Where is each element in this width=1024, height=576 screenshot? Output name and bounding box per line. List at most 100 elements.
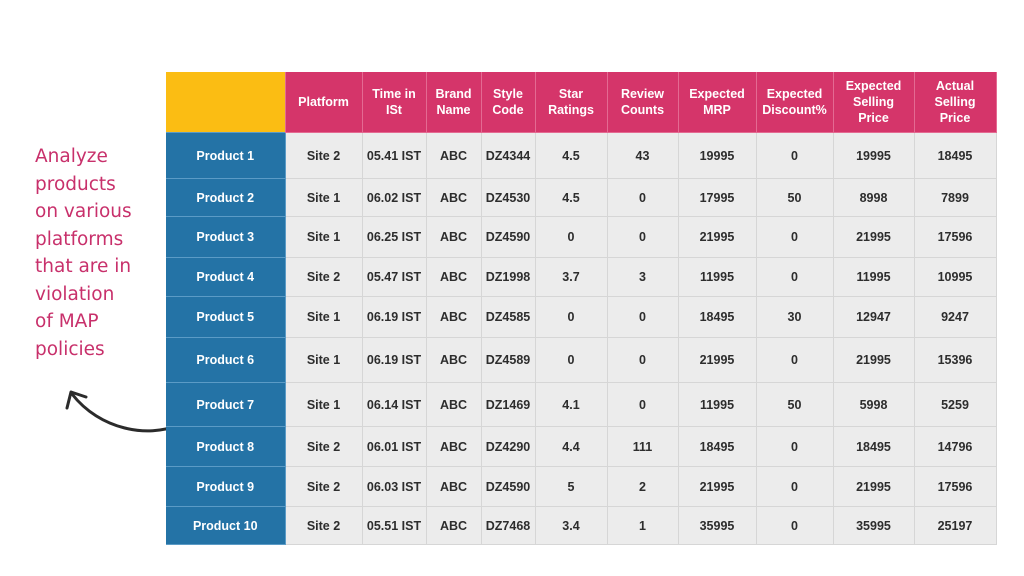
column-header-line: Expected <box>689 87 745 101</box>
table-cell: 0 <box>755 132 834 179</box>
table-cell: DZ1998 <box>480 257 536 297</box>
column-header: Expected Discount% <box>755 72 834 133</box>
column-header-line: Selling <box>934 95 976 109</box>
table-cell: ABC <box>425 426 482 467</box>
table-cell: 18495 <box>677 296 757 338</box>
table-cell: 14796 <box>913 426 997 467</box>
table-cell: Site 1 <box>284 216 363 258</box>
table-cell: 0 <box>755 426 834 467</box>
table-cell: Site 2 <box>284 466 363 507</box>
table-cell: 21995 <box>677 337 757 383</box>
table-cell: 4.1 <box>534 382 608 427</box>
table-cell: 4.4 <box>534 426 608 467</box>
table-cell: 11995 <box>832 257 915 297</box>
column-header-line: MRP <box>703 103 731 117</box>
table-header: Platform Time in ISt Brand Name Style Code Star… <box>166 72 997 133</box>
table-cell: 30 <box>755 296 834 338</box>
column-header-line: Price <box>858 111 889 125</box>
column-header: Expected MRP <box>677 72 757 133</box>
table-cell: Site 2 <box>284 257 363 297</box>
table-cell: 2 <box>606 466 679 507</box>
table-row: Product 6 Site 1 06.19 IST ABC DZ4589 0 0 21995… <box>166 337 997 383</box>
table-cell: 0 <box>755 506 834 545</box>
table-cell: ABC <box>425 466 482 507</box>
table-cell: 4.5 <box>534 132 608 179</box>
product-label: Product 8 <box>166 426 286 467</box>
table-cell: 50 <box>755 382 834 427</box>
column-header: Actual Selling Price <box>913 72 997 133</box>
table-cell: 9247 <box>913 296 997 338</box>
table-cell: 111 <box>606 426 679 467</box>
table-cell: 06.19 IST <box>361 337 427 383</box>
table-cell: ABC <box>425 337 482 383</box>
table-cell: Site 1 <box>284 337 363 383</box>
table-cell: 11995 <box>677 382 757 427</box>
table-cell: 0 <box>606 382 679 427</box>
table-row: Product 2 Site 1 06.02 IST ABC DZ4530 4.5 0 179… <box>166 178 997 217</box>
table-cell: 06.01 IST <box>361 426 427 467</box>
table-cell: Site 2 <box>284 426 363 467</box>
table-row: Product 9 Site 2 06.03 IST ABC DZ4590 5 2 21995… <box>166 466 997 507</box>
table-row: Product 10 Site 2 05.51 IST ABC DZ7468 3.4 1 35… <box>166 506 997 545</box>
annotation-text: Analyze products on various platforms th… <box>35 143 155 363</box>
annotation-line: on various <box>35 201 132 222</box>
column-header-line: Style <box>493 87 523 101</box>
table-cell: 17596 <box>913 466 997 507</box>
table-cell: 25197 <box>913 506 997 545</box>
table-cell: 43 <box>606 132 679 179</box>
table-cell: 10995 <box>913 257 997 297</box>
table-cell: 7899 <box>913 178 997 217</box>
table-row: Product 4 Site 2 05.47 IST ABC DZ1998 3.7 3 119… <box>166 257 997 297</box>
table-row: Product 8 Site 2 06.01 IST ABC DZ4290 4.4 111 1… <box>166 426 997 467</box>
table-cell: 05.51 IST <box>361 506 427 545</box>
map-violation-table: Platform Time in ISt Brand Name Style Code Star… <box>166 72 997 545</box>
column-header-line: Time in <box>372 87 416 101</box>
table-row: Product 5 Site 1 06.19 IST ABC DZ4585 0 0 18495… <box>166 296 997 338</box>
product-label: Product 5 <box>166 296 286 338</box>
table-cell: 0 <box>755 216 834 258</box>
table-cell: 06.19 IST <box>361 296 427 338</box>
annotation-line: of MAP <box>35 311 99 332</box>
table-cell: 19995 <box>677 132 757 179</box>
table-cell: 0 <box>755 257 834 297</box>
table-cell: DZ4344 <box>480 132 536 179</box>
table-cell: 18495 <box>913 132 997 179</box>
table-cell: 5259 <box>913 382 997 427</box>
product-label: Product 3 <box>166 216 286 258</box>
table-cell: 4.5 <box>534 178 608 217</box>
table-cell: 06.02 IST <box>361 178 427 217</box>
annotation-line: Analyze <box>35 146 108 167</box>
column-header: Expected Selling Price <box>832 72 915 133</box>
table-cell: 17596 <box>913 216 997 258</box>
table-row: Product 7 Site 1 06.14 IST ABC DZ1469 4.1 0 119… <box>166 382 997 427</box>
table-cell: 1 <box>606 506 679 545</box>
table-body: Product 1 Site 2 05.41 IST ABC DZ4344 4.5 43 19… <box>166 132 997 545</box>
table-cell: 0 <box>606 337 679 383</box>
table-cell: 8998 <box>832 178 915 217</box>
table-cell: 0 <box>534 216 608 258</box>
table-cell: 3 <box>606 257 679 297</box>
product-label: Product 2 <box>166 178 286 217</box>
table-cell: Site 1 <box>284 296 363 338</box>
table-cell: ABC <box>425 178 482 217</box>
table-cell: DZ4590 <box>480 466 536 507</box>
table-cell: 35995 <box>677 506 757 545</box>
product-label: Product 9 <box>166 466 286 507</box>
column-header: Platform <box>284 72 363 133</box>
table-cell: ABC <box>425 296 482 338</box>
column-header: Time in ISt <box>361 72 427 133</box>
table-cell: 21995 <box>832 216 915 258</box>
table-cell: 0 <box>755 466 834 507</box>
table-cell: 0 <box>534 296 608 338</box>
table-cell: 0 <box>606 296 679 338</box>
column-header-line: Name <box>436 103 471 117</box>
table-cell: 5998 <box>832 382 915 427</box>
column-header: Brand Name <box>425 72 482 133</box>
column-header-line: Star <box>558 87 584 101</box>
table-cell: 50 <box>755 178 834 217</box>
column-header-line: Counts <box>620 103 665 117</box>
table-cell: 18495 <box>832 426 915 467</box>
table-row: Product 3 Site 1 06.25 IST ABC DZ4590 0 0 21995… <box>166 216 997 258</box>
column-header-line: Brand <box>435 87 472 101</box>
